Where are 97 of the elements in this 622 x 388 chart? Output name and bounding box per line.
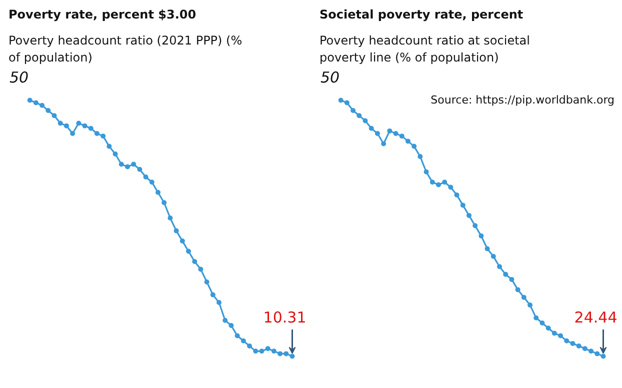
point [168,216,173,220]
point [600,354,606,359]
point [478,233,484,238]
point [430,180,435,185]
point [216,300,222,305]
text: 50 [10,68,29,86]
point [192,259,198,264]
point [33,100,38,106]
point [528,302,533,308]
point [338,98,344,103]
annotation: 10.31 [263,308,306,327]
point [576,344,582,349]
annotation: 24.44 [574,308,618,327]
chart-title: Societal poverty rate, percent [320,8,524,22]
point [240,338,246,344]
point [143,174,148,180]
point [156,190,160,195]
text: 50 [320,68,340,86]
point [186,248,192,254]
point [368,126,374,131]
point [106,144,112,149]
point [265,346,270,352]
point [356,113,362,118]
point [552,330,557,336]
point [466,212,472,218]
annotation: Source: https://pip.worldbank.org [430,94,615,106]
point [131,162,136,167]
point [222,318,228,323]
point [46,108,51,113]
point [484,246,490,252]
point [442,180,448,185]
point [454,192,460,198]
point [588,348,594,354]
point [540,320,545,326]
point [405,138,410,144]
point [76,120,82,126]
point [509,276,514,282]
point [100,134,106,139]
point [271,348,276,354]
point [198,266,204,272]
point [40,102,45,108]
point [393,131,398,136]
point [594,351,600,356]
point [180,238,185,244]
point [418,154,423,160]
point [472,223,478,228]
point [149,180,154,185]
point [94,131,100,136]
point [88,126,94,131]
point [564,338,570,344]
point [234,333,240,338]
point [546,326,551,331]
point [460,202,466,208]
point [210,292,216,298]
point [118,162,124,167]
point [381,141,386,146]
point [204,280,210,285]
point [374,131,380,136]
point [503,272,508,277]
point [497,264,502,270]
point [124,164,130,170]
point [64,123,69,128]
point [247,344,252,349]
chart-subtitle: Poverty headcount ratio (2021 PPP) (% of population) [8,34,242,64]
point [52,113,57,118]
point [350,108,356,113]
chart-title: Poverty rate, percent $3.00 [8,8,196,22]
point [82,123,88,128]
point [278,351,283,356]
point [27,98,32,103]
point [490,254,496,259]
point [387,128,392,134]
point [259,348,264,354]
point [112,151,118,156]
point [58,120,63,126]
point [362,118,368,124]
point [436,182,441,188]
point [515,287,520,292]
point [344,100,350,106]
point [284,351,289,356]
point [582,346,588,352]
point [290,354,295,359]
point [137,166,142,172]
point [162,200,167,206]
point [253,348,258,354]
point [399,134,404,139]
point [558,333,564,338]
point [534,315,539,320]
point [412,144,417,149]
point [448,184,454,190]
point [228,323,234,328]
point [174,228,179,234]
chart-subtitle: Poverty headcount ratio at societal poverty line (% of population) [320,34,530,64]
point [70,131,76,136]
point [570,340,576,346]
point [424,169,429,174]
point [521,294,526,300]
